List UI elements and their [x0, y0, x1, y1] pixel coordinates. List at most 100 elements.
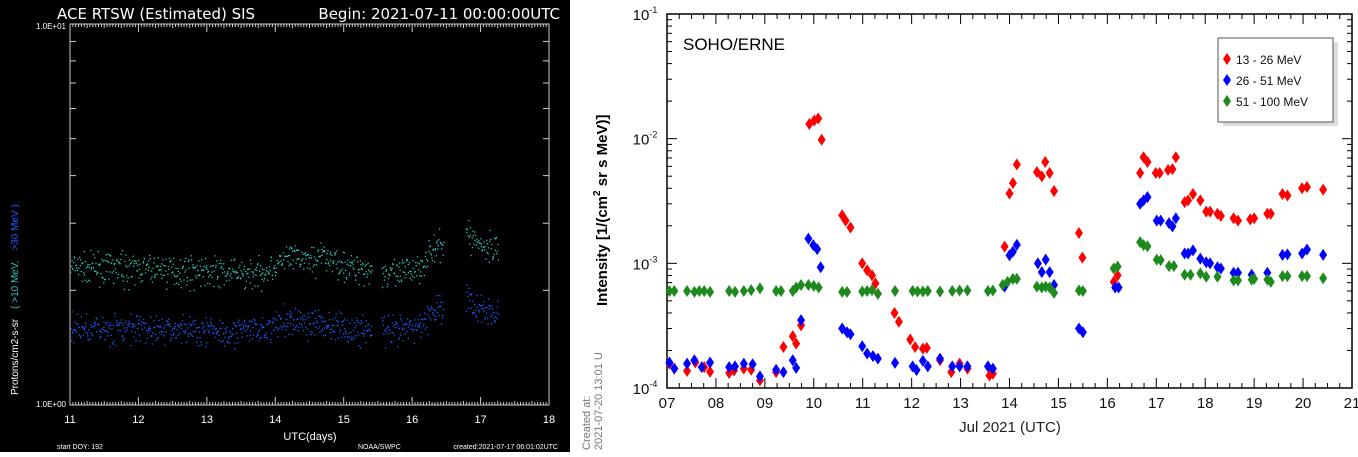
data-point	[272, 321, 274, 323]
data-point	[165, 331, 167, 333]
data-point	[136, 314, 138, 317]
x-tick-label: 19	[1246, 395, 1263, 412]
data-point	[320, 317, 322, 319]
data-point	[327, 250, 329, 252]
data-point	[188, 259, 190, 261]
data-point-51-100-	[665, 284, 674, 297]
data-point	[118, 262, 121, 264]
data-point	[151, 343, 153, 345]
data-point	[147, 332, 149, 334]
data-point	[121, 334, 123, 337]
data-point	[189, 279, 191, 281]
data-point	[386, 326, 389, 328]
data-point	[121, 336, 124, 338]
data-point	[364, 265, 366, 267]
data-point	[213, 270, 215, 272]
x-axis-label: Jul 2021 (UTC)	[959, 419, 1061, 436]
data-point	[355, 274, 357, 276]
data-point	[267, 272, 270, 274]
data-point	[326, 325, 329, 328]
data-point	[469, 234, 471, 236]
data-point	[131, 326, 134, 328]
data-point	[331, 325, 333, 327]
data-point	[186, 280, 189, 282]
data-point	[166, 288, 168, 290]
data-point	[477, 241, 479, 243]
data-point	[240, 270, 242, 272]
data-point	[483, 301, 485, 303]
data-point	[245, 324, 247, 326]
data-point	[166, 281, 168, 283]
data-point	[106, 260, 109, 262]
data-point	[474, 309, 477, 312]
data-point	[246, 268, 249, 270]
data-point	[417, 325, 419, 328]
data-point	[78, 326, 80, 329]
data-point	[399, 334, 401, 336]
data-point	[310, 257, 313, 259]
data-point	[141, 280, 144, 282]
data-point	[212, 331, 214, 334]
data-point	[302, 253, 304, 255]
data-point	[469, 300, 471, 302]
data-point-51-100-	[1196, 267, 1205, 280]
data-point-26-51-	[665, 356, 674, 369]
data-point	[132, 260, 134, 262]
data-point	[404, 266, 406, 268]
data-point	[243, 321, 245, 323]
data-point	[419, 275, 421, 277]
data-point	[252, 334, 255, 336]
data-point	[108, 325, 110, 327]
data-point	[249, 330, 252, 332]
data-point	[290, 322, 292, 325]
data-point	[335, 339, 337, 341]
data-point	[433, 319, 436, 321]
data-point	[330, 259, 332, 262]
data-point-26-51-	[908, 360, 917, 373]
data-point	[424, 312, 426, 314]
data-point-51-100-	[1156, 254, 1165, 267]
data-point	[478, 239, 480, 242]
data-point	[153, 326, 156, 328]
data-point	[312, 323, 315, 325]
data-point	[430, 306, 432, 308]
data-point-51-100-	[670, 284, 679, 297]
data-point	[82, 327, 84, 329]
data-point	[365, 320, 368, 322]
data-point	[245, 325, 247, 327]
data-point	[223, 332, 225, 335]
data-point	[102, 328, 104, 331]
data-point-13-26-	[1037, 170, 1046, 183]
data-point	[75, 331, 77, 333]
data-point	[329, 328, 332, 331]
chart-title: ACE RTSW (Estimated) SIS	[57, 5, 255, 23]
data-point	[481, 250, 483, 252]
data-point	[420, 260, 422, 262]
data-point	[191, 259, 193, 261]
data-point	[140, 321, 143, 323]
data-point	[401, 327, 403, 329]
data-point	[366, 330, 368, 332]
x-tick-label: 14	[1001, 395, 1018, 412]
x-tick-label: 17	[1148, 395, 1165, 412]
data-point	[441, 244, 444, 246]
data-point	[212, 328, 214, 330]
data-point	[305, 326, 307, 328]
data-point	[480, 304, 482, 307]
data-point	[233, 259, 235, 261]
data-point	[237, 342, 239, 344]
y-axis-label-text: sr s MeV)]	[594, 115, 611, 191]
data-point	[230, 259, 233, 261]
data-point	[364, 273, 366, 275]
data-point	[357, 269, 359, 271]
data-point	[425, 251, 427, 254]
data-point	[193, 330, 195, 332]
data-point	[351, 336, 353, 338]
data-point	[276, 259, 279, 262]
data-point	[143, 322, 145, 325]
data-point	[387, 283, 389, 285]
data-point	[73, 262, 75, 264]
data-point	[201, 259, 203, 261]
data-point	[92, 262, 94, 265]
data-point-13-26-	[1206, 205, 1215, 218]
